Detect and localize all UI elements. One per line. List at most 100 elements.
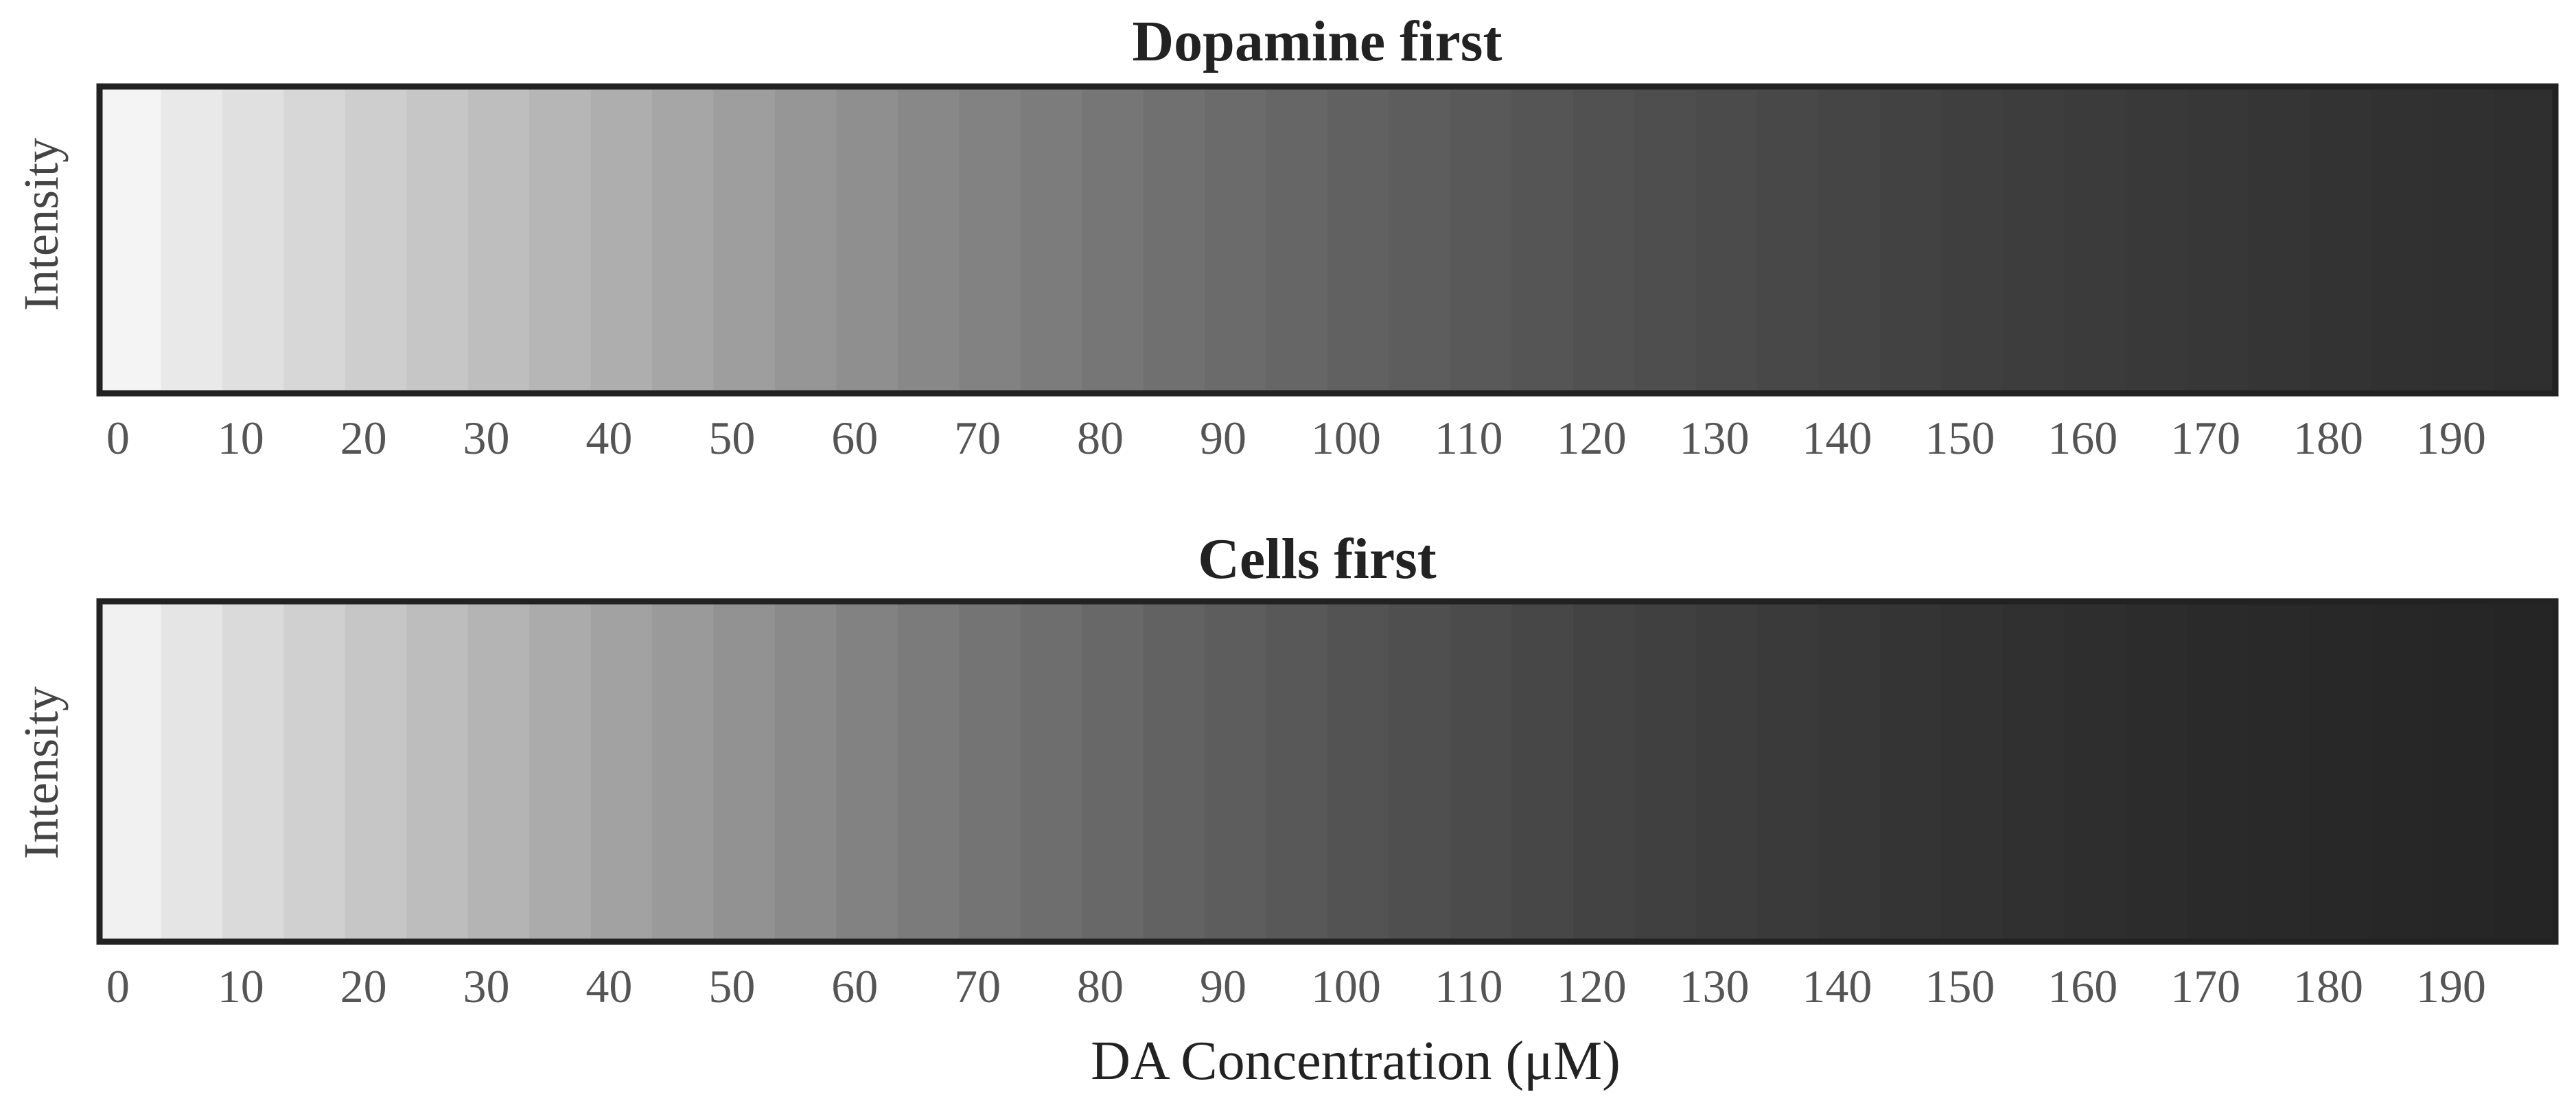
intensity-bin — [959, 601, 1021, 942]
intensity-bin — [1020, 86, 1082, 393]
x-tick-label: 130 — [1680, 412, 1750, 464]
intensity-bin — [1634, 601, 1697, 942]
x-tick-label: 170 — [2170, 412, 2240, 464]
intensity-bin — [406, 601, 469, 942]
x-tick-label: 90 — [1200, 412, 1246, 464]
intensity-bin — [100, 86, 162, 393]
intensity-bin — [2310, 86, 2372, 393]
intensity-bin — [1143, 86, 1205, 393]
intensity-bin — [652, 601, 715, 942]
x-tick-label: 100 — [1311, 960, 1381, 1012]
x-tick-label: 10 — [218, 960, 264, 1012]
x-tick-label: 70 — [954, 960, 1001, 1012]
x-tick-label: 120 — [1557, 412, 1627, 464]
x-tick-label: 190 — [2416, 412, 2486, 464]
x-tick-labels: 0 10 20 30 40 50 60 70 80 90 100 110 120 130 140 150 160… — [106, 960, 2486, 1012]
intensity-bin — [222, 86, 284, 393]
x-tick-label: 140 — [1802, 960, 1872, 1012]
intensity-bin — [345, 86, 407, 393]
intensity-bin — [1818, 601, 1881, 942]
intensity-bin — [2187, 601, 2249, 942]
intensity-bin — [467, 601, 530, 942]
x-tick-label: 60 — [831, 412, 878, 464]
intensity-bin — [222, 601, 284, 942]
intensity-bin — [529, 601, 592, 942]
intensity-bin — [2002, 86, 2065, 393]
intensity-bin — [1757, 601, 1820, 942]
intensity-bin — [1082, 601, 1144, 942]
panel-title: Dopamine first — [1133, 10, 1502, 73]
x-tick-label: 80 — [1077, 960, 1124, 1012]
plot-frame — [96, 83, 2559, 397]
intensity-bin — [2310, 601, 2372, 942]
intensity-bin — [1511, 601, 1574, 942]
x-tick-label: 80 — [1077, 412, 1124, 464]
intensity-bin — [2125, 601, 2188, 942]
intensity-bin — [1450, 86, 1512, 393]
intensity-bin — [1143, 601, 1205, 942]
intensity-bin — [1327, 601, 1390, 942]
x-tick-label: 0 — [106, 412, 130, 464]
x-tick-label: 110 — [1435, 960, 1502, 1012]
x-tick-label: 30 — [463, 412, 510, 464]
intensity-bin — [1450, 601, 1512, 942]
intensity-bin — [406, 86, 469, 393]
intensity-bin — [1511, 86, 1574, 393]
intensity-bin — [1634, 86, 1697, 393]
x-tick-label: 110 — [1435, 412, 1502, 464]
intensity-bin — [100, 601, 162, 942]
x-tick-label: 70 — [954, 412, 1001, 464]
x-tick-label: 130 — [1680, 960, 1750, 1012]
intensity-bin — [774, 601, 837, 942]
intensity-bin — [836, 601, 898, 942]
intensity-bin — [1389, 601, 1451, 942]
intensity-bin — [161, 601, 223, 942]
intensity-bin — [652, 86, 715, 393]
plot-frame — [96, 598, 2559, 945]
x-tick-label: 20 — [340, 960, 387, 1012]
intensity-bin — [1818, 86, 1881, 393]
intensity-bin — [2248, 601, 2310, 942]
x-tick-label: 50 — [708, 960, 755, 1012]
intensity-bin — [2248, 86, 2310, 393]
intensity-bin — [959, 86, 1021, 393]
intensity-bin — [1880, 601, 1942, 942]
intensity-bin — [2371, 86, 2433, 393]
intensity-bin — [2064, 601, 2126, 942]
intensity-bin — [2064, 86, 2126, 393]
x-tick-label: 40 — [585, 412, 632, 464]
intensity-bin — [345, 601, 407, 942]
intensity-bin — [1266, 601, 1328, 942]
intensity-bin — [713, 601, 776, 942]
intensity-bin — [1695, 86, 1758, 393]
x-axis-label: DA Concentration (μM) — [1091, 1031, 1621, 1091]
intensity-bin — [1082, 86, 1144, 393]
x-tick-label: 50 — [708, 412, 755, 464]
x-tick-label: 150 — [1925, 412, 1995, 464]
x-tick-label: 90 — [1200, 960, 1246, 1012]
panel-dopamine-first: Dopamine first Intensity 0 10 20 30 40 50 60 70… — [14, 10, 2559, 464]
x-tick-labels: 0 10 20 30 40 50 60 70 80 90 100 110 120 130 140 150 160… — [106, 412, 2486, 464]
panel-title: Cells first — [1198, 527, 1437, 591]
x-tick-label: 170 — [2170, 960, 2240, 1012]
x-tick-label: 20 — [340, 412, 387, 464]
intensity-bin — [1389, 86, 1451, 393]
x-tick-label: 180 — [2293, 960, 2363, 1012]
x-tick-label: 150 — [1925, 960, 1995, 1012]
x-tick-label: 160 — [2047, 412, 2117, 464]
y-axis-label: Intensity — [14, 686, 69, 859]
x-tick-label: 100 — [1311, 412, 1381, 464]
x-tick-label: 190 — [2416, 960, 2486, 1012]
panel-cells-first: Cells first Intensity 0 10 20 30 40 50 60 70 80 9… — [14, 527, 2559, 1091]
intensity-bin — [1757, 86, 1820, 393]
intensity-bin — [2494, 86, 2556, 393]
x-tick-label: 10 — [218, 412, 264, 464]
intensity-bin — [1573, 86, 1635, 393]
x-tick-label: 160 — [2047, 960, 2117, 1012]
intensity-bin — [590, 601, 653, 942]
intensity-bin — [1573, 601, 1635, 942]
intensity-bin — [713, 86, 776, 393]
intensity-bin — [1327, 86, 1390, 393]
intensity-strip — [100, 601, 2556, 942]
